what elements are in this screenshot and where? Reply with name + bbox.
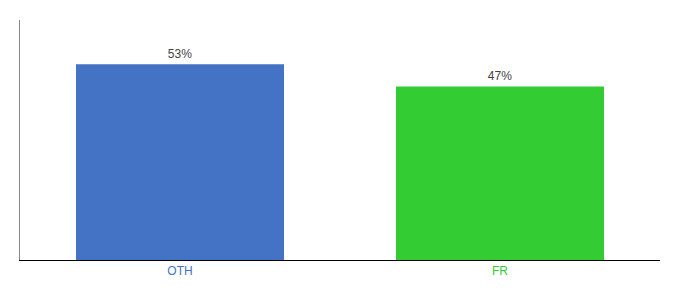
svg-text:53%: 53%: [168, 47, 192, 61]
svg-text:OTH: OTH: [167, 264, 192, 278]
svg-text:FR: FR: [492, 264, 508, 278]
svg-text:47%: 47%: [488, 69, 512, 83]
